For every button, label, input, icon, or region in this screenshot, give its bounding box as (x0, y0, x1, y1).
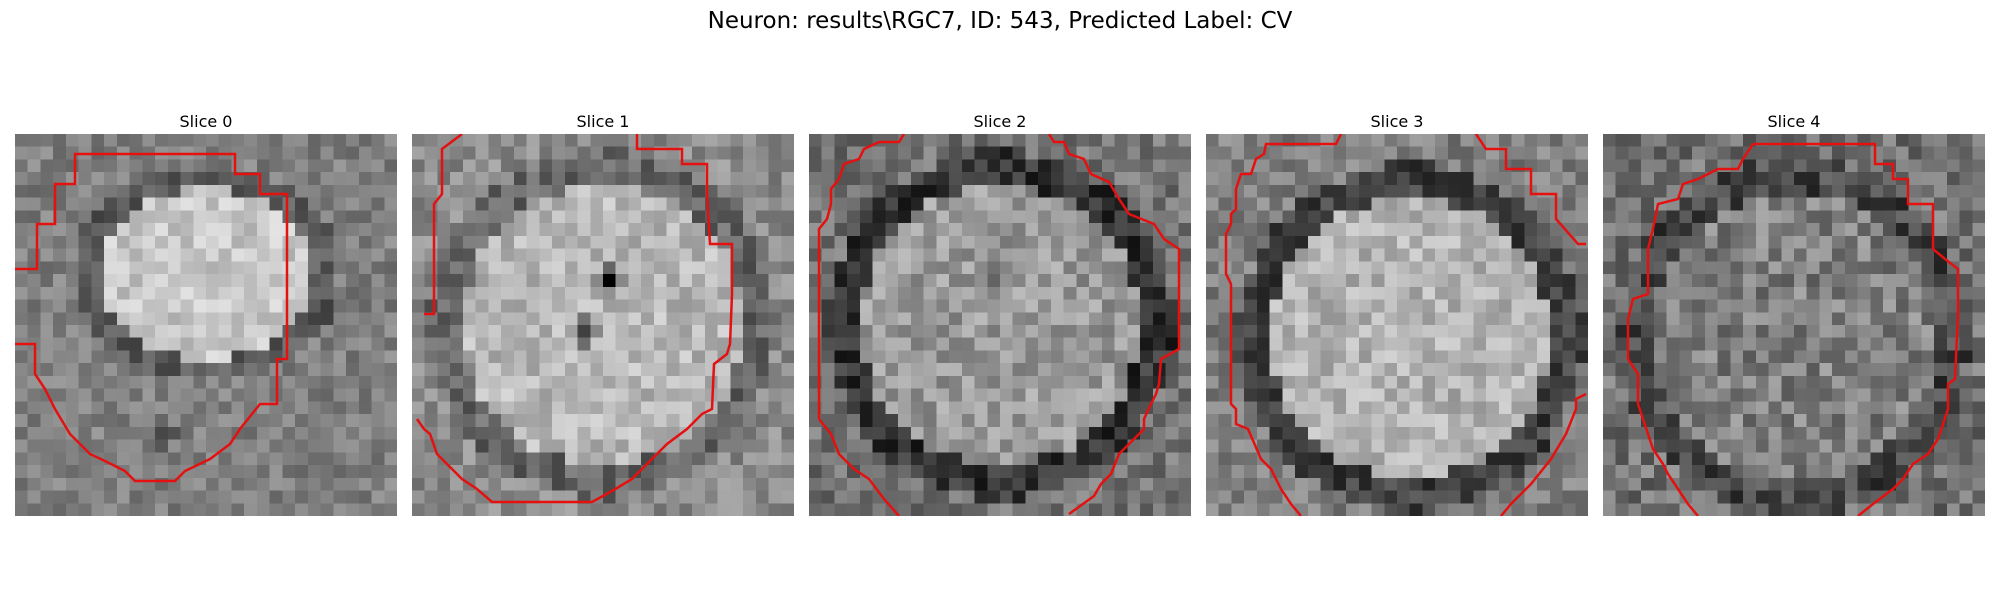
slice-panel-3: Slice 3 (1206, 112, 1588, 516)
contour-overlay-0 (15, 152, 289, 483)
figure-title: Neuron: results\RGC7, ID: 543, Predicted… (707, 8, 1293, 34)
contour-line-2b (1047, 134, 1181, 516)
contour-overlay-2 (817, 134, 1181, 516)
contour-line-3c (1500, 392, 1587, 516)
contour-line-2c (818, 418, 900, 516)
slice-panel-1: Slice 1 (412, 112, 794, 516)
contour-line-2a (817, 134, 906, 419)
contour-line-3a (1224, 134, 1343, 516)
slice-image-3 (1206, 134, 1588, 516)
contour-overlay-4 (1626, 142, 1960, 516)
slice-title-3: Slice 3 (1370, 112, 1424, 131)
slice-title-2: Slice 2 (973, 112, 1027, 131)
slice-image-2 (809, 134, 1191, 516)
contour-overlay-1 (415, 134, 734, 504)
contour-line-1b (415, 134, 734, 504)
contour-line-1 (424, 134, 463, 316)
contour-overlay-3 (1224, 134, 1587, 516)
slice-pixels-2 (809, 134, 1191, 516)
contour-line-4a (1753, 142, 1960, 516)
slice-image-0 (15, 134, 397, 516)
slice-panel-0: Slice 0 (15, 112, 397, 516)
slice-image-1 (412, 134, 794, 516)
slice-title-1: Slice 1 (576, 112, 630, 131)
slice-title-4: Slice 4 (1767, 112, 1821, 131)
slice-pixels-0 (15, 134, 397, 516)
contour-line-0 (15, 152, 289, 483)
slice-panel-4: Slice 4 (1603, 112, 1985, 516)
contour-line-4b (1626, 143, 1755, 516)
contour-line-3b (1474, 134, 1586, 246)
slice-pixels-4 (1603, 134, 1985, 516)
slice-panel-2: Slice 2 (809, 112, 1191, 516)
slice-image-4 (1603, 134, 1985, 516)
slice-title-0: Slice 0 (179, 112, 233, 131)
slice-pixels-3 (1206, 134, 1588, 516)
